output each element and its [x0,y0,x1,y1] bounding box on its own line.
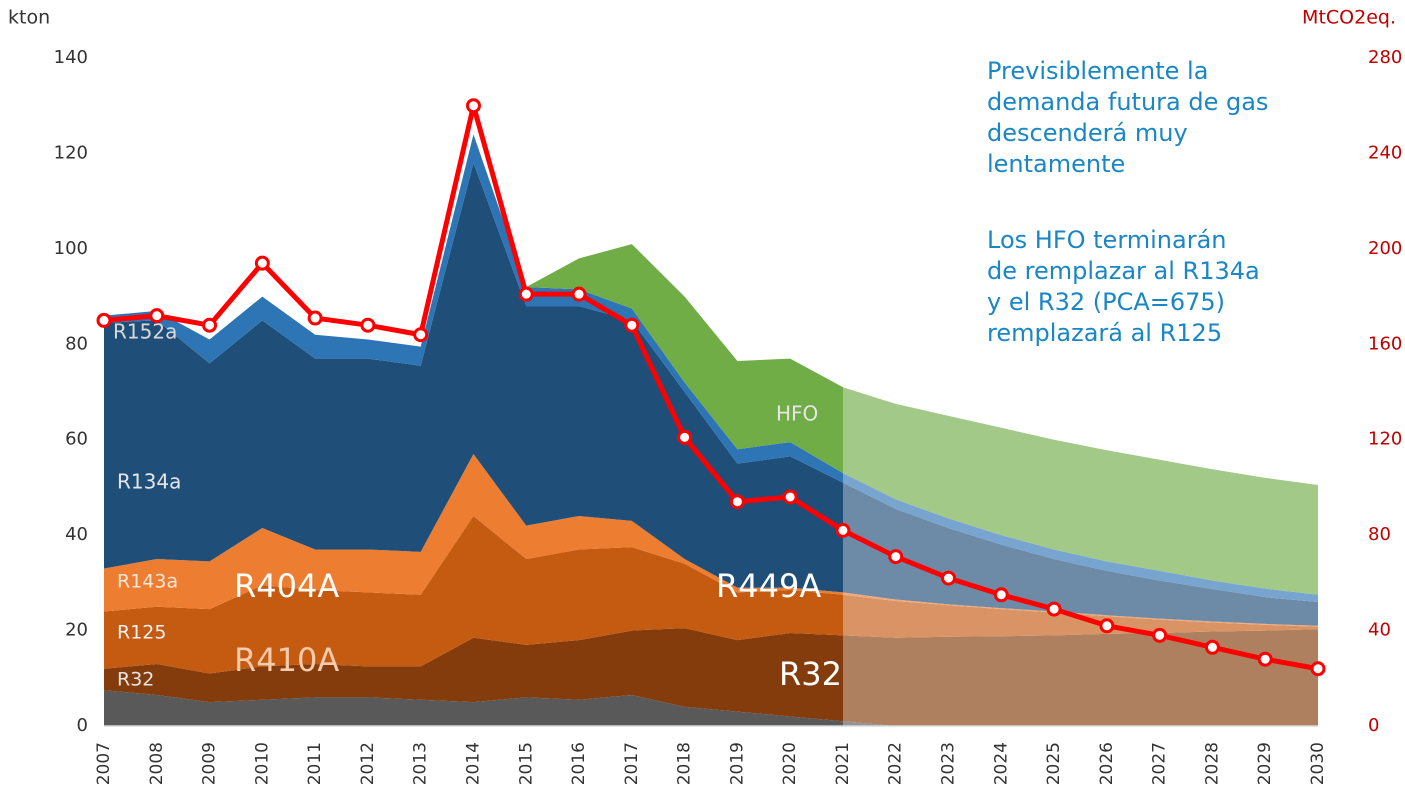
point [1204,639,1220,655]
annotation: demanda futura de gas [987,88,1268,116]
point [782,489,798,505]
y-tick-label: 120 [54,142,88,163]
x-tick-label: 2011 [305,742,325,785]
point [835,522,851,538]
point [1310,661,1326,677]
x-tick-label: 2019 [727,742,747,785]
x-tick-label: 2023 [939,742,959,785]
y2-tick-label: 160 [1368,333,1402,354]
annotation: remplazará al R125 [987,319,1222,347]
x-tick-label: 2010 [252,742,272,785]
forecast-shade [842,58,1318,726]
x-tick-label: 2028 [1202,742,1222,785]
x-tick-label: 2029 [1255,742,1275,785]
x-tick-label: 2030 [1308,742,1328,785]
x-tick-label: 2009 [200,742,220,785]
point [677,429,693,445]
point [729,494,745,510]
y2-tick-label: 200 [1368,238,1402,259]
point [941,570,957,586]
point [518,286,534,302]
point [465,98,481,114]
area [104,162,1318,626]
x-tick-label: 2018 [675,742,695,785]
point [571,286,587,302]
area-label: R152a [113,320,177,344]
area-label: R125 [117,622,166,644]
y-tick-label: 40 [65,524,88,545]
y2-axis-label: MtCO2eq. [1302,7,1396,29]
area-label: R404A [234,567,339,605]
x-tick-label: 2027 [1150,742,1170,785]
area-label: R32 [117,669,154,691]
line [103,103,1319,672]
x-tick-label: 2022 [886,742,906,785]
y2-tick-label: 80 [1368,524,1391,545]
area-label: R32 [779,655,842,693]
x-tick-label: 2014 [463,742,483,785]
area-label: R410A [234,641,339,679]
point [1099,618,1115,634]
annotation: descenderá muy [987,119,1188,147]
point [1152,627,1168,643]
x-tick-label: 2016 [569,742,589,785]
y2-tick-label: 0 [1368,715,1379,736]
annotation: lentamente [987,150,1125,178]
point [413,327,429,343]
y-tick-label: 100 [54,238,88,259]
point [254,255,270,271]
x-tick-label: 2015 [516,742,536,785]
x-tick-label: 2026 [1097,742,1117,785]
area [104,516,1318,674]
point [1257,651,1273,667]
y-tick-label: 20 [65,620,88,641]
area-label: R449A [716,567,821,605]
annotation: Los HFO terminarán [987,226,1227,254]
area [104,628,1318,726]
point [307,310,323,326]
point [1046,601,1062,617]
y-axis-label: kton [8,7,50,29]
annotation: Previsiblemente la [987,57,1208,85]
y2-tick-label: 280 [1368,47,1402,68]
x-tick-label: 2024 [991,742,1011,785]
x-tick-label: 2012 [358,742,378,785]
area [104,454,1318,627]
point [360,317,376,333]
point [202,317,218,333]
x-tick-label: 2008 [147,742,167,785]
x-tick-label: 2021 [833,742,853,785]
area [104,134,1318,595]
area-label: R143a [117,571,178,593]
point [888,549,904,565]
x-tick-label: 2007 [94,742,114,785]
area-label: HFO [776,402,818,426]
x-tick-label: 2025 [1044,742,1064,785]
point [96,312,112,328]
point [993,587,1009,603]
x-tick-label: 2013 [411,742,431,785]
point [149,308,165,324]
x-tick-label: 2017 [622,742,642,785]
area-label: R134a [117,470,181,494]
annotation: y el R32 (PCA=675) [987,288,1225,316]
y-tick-label: 80 [65,333,88,354]
y-tick-label: 60 [65,429,88,450]
x-tick-label: 2020 [780,742,800,785]
point [624,317,640,333]
y2-tick-label: 120 [1368,429,1402,450]
y-tick-label: 140 [54,47,88,68]
y2-tick-label: 40 [1368,620,1391,641]
y-tick-label: 0 [77,715,88,736]
y2-tick-label: 240 [1368,142,1402,163]
annotation: de remplazar al R134a [987,257,1260,285]
